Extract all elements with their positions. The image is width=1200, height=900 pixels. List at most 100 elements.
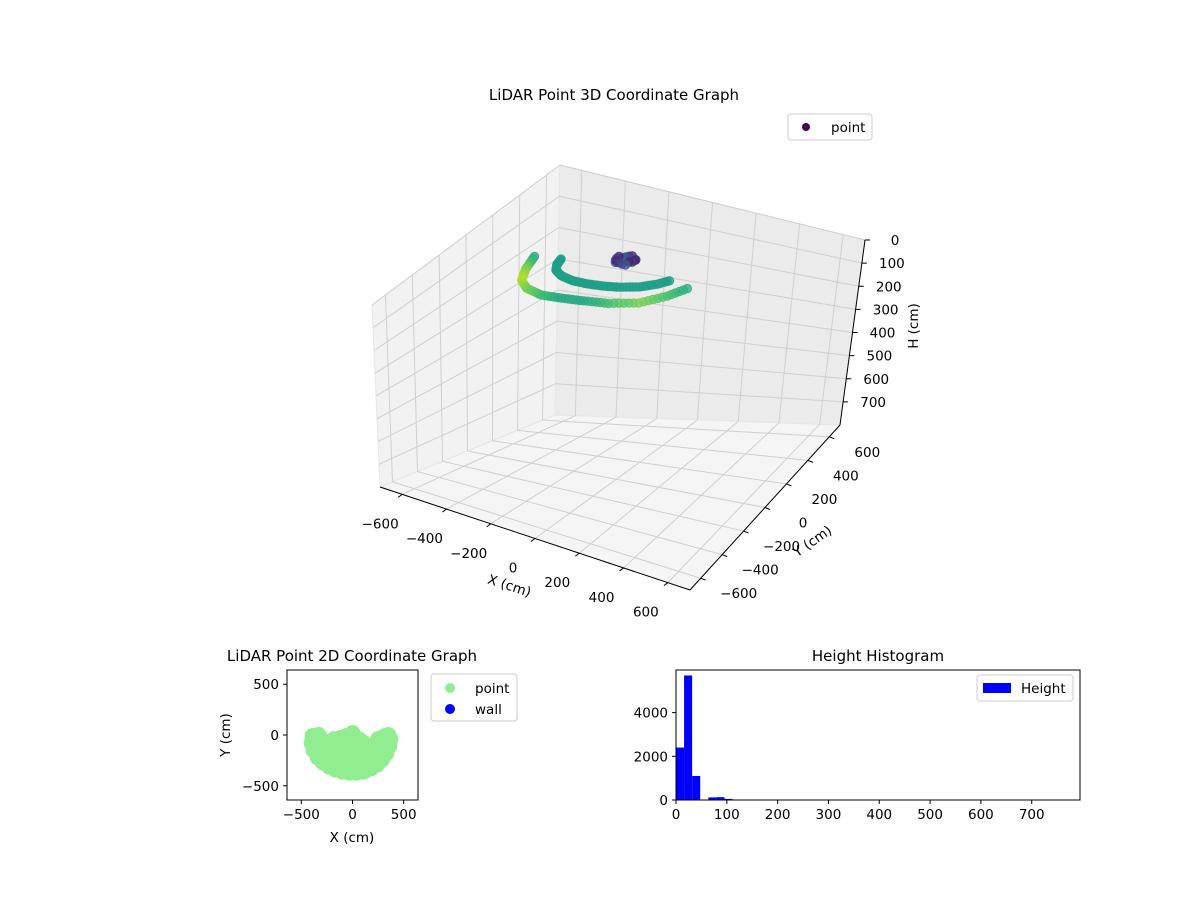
legend-marker-height	[983, 683, 1011, 693]
scatter-point-3d	[579, 296, 589, 306]
legend-box-3d	[787, 113, 873, 141]
y-tick-mark	[764, 507, 771, 510]
scatter-point-2d	[334, 755, 351, 772]
legend-2d: point wall	[430, 673, 518, 722]
x-tick-label-2d: −500	[283, 807, 320, 823]
z-tick-label: 100	[879, 256, 905, 272]
x-tick-label-2d: 500	[391, 807, 417, 823]
x-axis-label-2d: X (cm)	[330, 830, 375, 846]
grid-y-floor	[417, 471, 723, 556]
grid-y-floor	[467, 450, 766, 508]
chart-title-3d: LiDAR Point 3D Coordinate Graph	[489, 86, 739, 104]
y-tick-label-2d: 500	[253, 677, 279, 693]
histogram-bar	[708, 797, 717, 800]
x-tick-label-hist: 400	[866, 807, 892, 823]
grid-y-floor	[492, 440, 787, 485]
grid-z-left	[378, 383, 556, 465]
grid-z-back	[558, 258, 856, 310]
grid-z-back	[555, 383, 844, 403]
y-tick-mark	[700, 577, 706, 581]
z-tick-label: 200	[876, 279, 902, 295]
z-tick-label: 500	[866, 349, 892, 365]
z-tick-label: 300	[873, 302, 899, 318]
chart-title-2d: LiDAR Point 2D Coordinate Graph	[227, 647, 477, 665]
x-tick-label: 200	[544, 575, 570, 591]
y-tick-mark	[743, 530, 749, 534]
x-tick-mark	[486, 523, 492, 528]
scatter-point-2d	[310, 727, 327, 743]
y-tick-label: 200	[812, 492, 838, 508]
grid-z-left	[374, 258, 559, 374]
y-tick-label: −600	[720, 586, 757, 602]
grid-z-back	[558, 227, 859, 287]
y-tick-label: 600	[854, 445, 880, 461]
grid-z-left	[375, 289, 558, 397]
x-tick-label-2d: 0	[348, 807, 357, 823]
grid-z-left	[373, 227, 560, 351]
x-tick-mark	[397, 493, 403, 498]
y-tick-label-hist: 4000	[634, 706, 668, 722]
scatter-point-2d	[336, 737, 353, 754]
histogram-bar	[684, 675, 693, 800]
x-tick-mark	[574, 552, 580, 557]
y-tick-label-hist: 0	[659, 793, 668, 809]
grid-z-back	[556, 352, 847, 380]
legend-label-wall-2d: wall	[475, 702, 502, 718]
grid-z-back	[557, 289, 853, 333]
x-tick-mark	[663, 582, 669, 587]
y-tick-mark	[786, 483, 792, 487]
x-tick-label: 400	[589, 590, 615, 606]
x-tick-label-hist: 0	[672, 807, 681, 823]
legend-marker-point-2d	[445, 683, 455, 693]
plot-frame-histogram	[675, 669, 1081, 801]
legend-histogram: Height	[976, 674, 1074, 702]
x-tick-label-hist: 300	[816, 807, 842, 823]
y-tick-mark	[721, 554, 728, 558]
legend-label-height: Height	[1021, 681, 1066, 697]
z-tick-label: 600	[863, 372, 889, 388]
y-tick-label: −200	[763, 539, 800, 555]
y-tick-mark	[829, 436, 835, 440]
grid-z-back	[556, 320, 850, 357]
y-tick-mark	[807, 459, 814, 463]
z-tick-label: 0	[891, 233, 900, 249]
x-tick-label: 0	[509, 561, 518, 577]
x-tick-mark	[442, 508, 447, 513]
x-tick-mark	[619, 567, 624, 572]
histogram-bar	[716, 797, 725, 800]
y-tick-label-2d: 0	[270, 728, 279, 744]
grid-y-floor	[392, 481, 701, 579]
legend-3d: point	[787, 113, 873, 141]
grid-z-back	[559, 164, 866, 241]
scatter-point-2d	[377, 728, 394, 744]
histogram-bar	[692, 775, 701, 800]
grid-y-floor	[517, 429, 808, 461]
legend-marker-point-3d	[802, 123, 810, 131]
x-tick-label: −600	[362, 516, 399, 532]
y-axis-label-2d: Y (cm)	[218, 713, 234, 758]
z-tick-label: 400	[870, 326, 896, 342]
grid-z-left	[372, 195, 560, 329]
legend-box-histogram	[976, 674, 1074, 702]
chart-title-histogram: Height Histogram	[812, 647, 944, 665]
x-tick-label-hist: 600	[968, 807, 994, 823]
legend-marker-wall-2d	[445, 704, 455, 714]
z-axis-label: H (cm)	[906, 303, 922, 349]
grid-y-floor	[442, 460, 744, 532]
scatter-point-3d	[617, 259, 627, 269]
scatter-point-2d	[358, 737, 375, 754]
x-tick-label-hist: 100	[714, 807, 740, 823]
y-tick-label: −400	[742, 563, 779, 579]
grid-z-left	[371, 164, 561, 306]
grid-z-left	[377, 352, 557, 442]
x-tick-label-hist: 700	[1019, 807, 1045, 823]
y-tick-label: 400	[833, 468, 859, 484]
histogram-bar	[724, 798, 733, 800]
x-tick-mark	[530, 538, 536, 542]
x-tick-label-hist: 500	[917, 807, 943, 823]
histogram-bar	[676, 747, 685, 800]
